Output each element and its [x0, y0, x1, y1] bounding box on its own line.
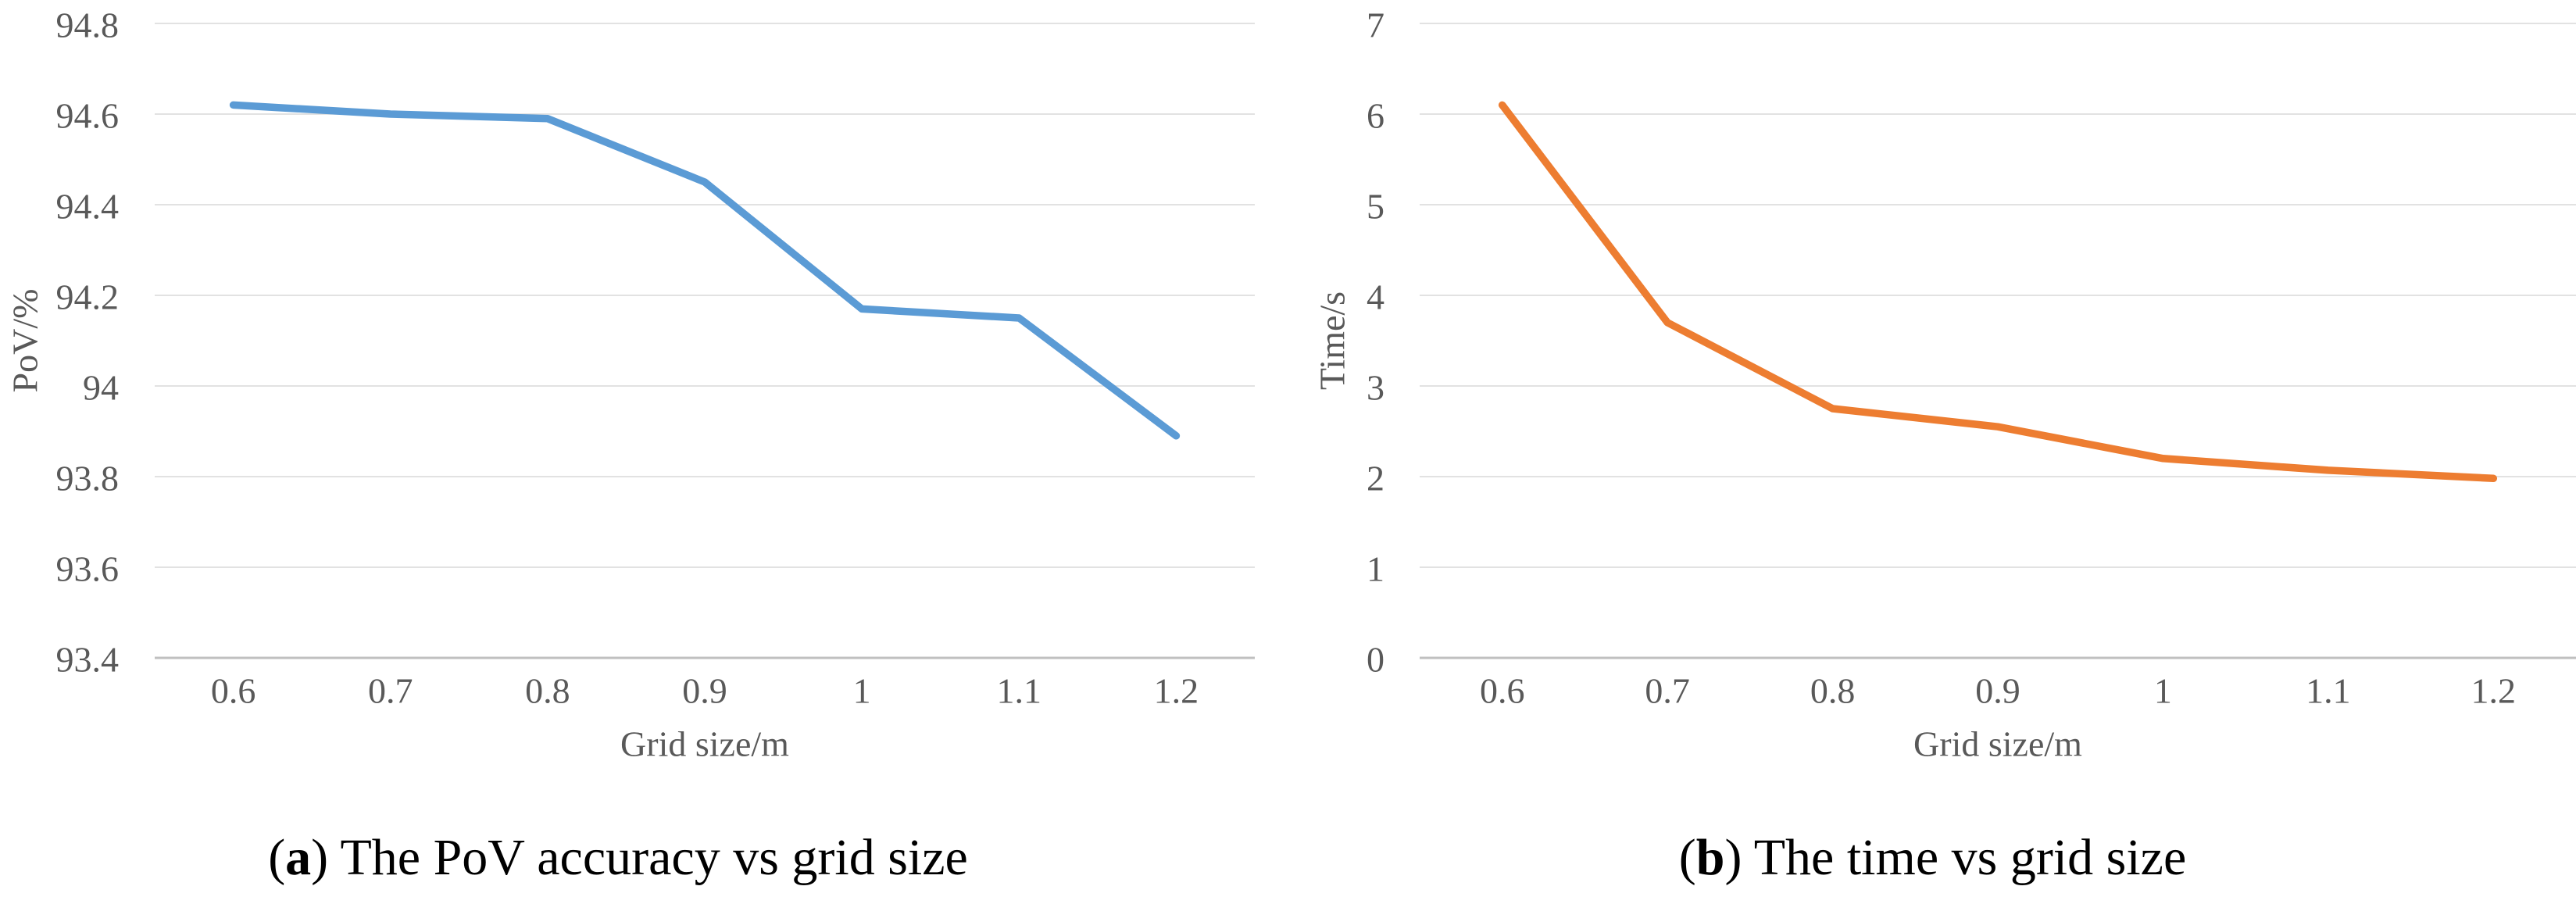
y-tick-label: 2	[1367, 458, 1384, 498]
x-tick-label: 1.1	[2306, 671, 2351, 711]
x-tick-label: 1.2	[1154, 671, 1199, 711]
y-tick-label: 5	[1367, 186, 1384, 226]
y-tick-label: 0	[1367, 639, 1384, 679]
x-tick-label: 1	[853, 671, 871, 711]
y-tick-label: 1	[1367, 548, 1384, 588]
y-tick-label: 94	[83, 367, 119, 407]
y-tick-label: 7	[1367, 5, 1384, 45]
y-axis-title: PoV/%	[5, 289, 45, 393]
x-tick-label: 0.7	[1645, 671, 1690, 711]
pov-chart: 94.8 94.6 94.4 94.2 94 93.8 93.6 93.4 0.6 0.7 0.8 0…	[5, 5, 1255, 764]
caption-b-text: The time vs grid size	[1742, 829, 2187, 886]
x-tick-label: 1.1	[997, 671, 1042, 711]
y-tick-label: 94.2	[56, 277, 120, 316]
caption-b: (b) The time vs grid size	[1289, 822, 2576, 894]
y-tick-label: 6	[1367, 95, 1384, 135]
caption-a-open-paren: (	[268, 829, 286, 886]
x-tick-label: 0.8	[525, 671, 570, 711]
pov-data-line	[229, 101, 1181, 440]
y-tick-label: 3	[1367, 367, 1384, 407]
y-tick-label: 93.8	[56, 458, 120, 498]
x-tick-label: 0.8	[1810, 671, 1856, 711]
x-axis-title: Grid size/m	[1913, 724, 2082, 764]
caption-b-index: b	[1695, 829, 1725, 886]
x-tick-label: 0.6	[1480, 671, 1525, 711]
y-tick-label: 94.4	[56, 186, 120, 226]
x-tick-label: 1.2	[2471, 671, 2517, 711]
y-tick-label: 93.4	[56, 639, 120, 679]
y-tick-label: 93.6	[56, 548, 120, 588]
caption-a-close-paren: )	[311, 829, 329, 886]
caption-a-index: a	[285, 829, 312, 886]
x-tick-label: 0.6	[211, 671, 256, 711]
caption-b-close-paren: )	[1724, 829, 1742, 886]
x-tick-label: 0.7	[368, 671, 413, 711]
caption-a: (a) The PoV accuracy vs grid size	[0, 822, 1236, 894]
time-data-line	[1498, 101, 2498, 483]
x-tick-label: 0.9	[1975, 671, 2020, 711]
x-axis-title: Grid size/m	[620, 724, 789, 764]
x-tick-label: 0.9	[682, 671, 727, 711]
caption-b-open-paren: (	[1678, 829, 1696, 886]
y-axis-title: Time/s	[1313, 291, 1352, 390]
caption-a-text: The PoV accuracy vs grid size	[328, 829, 968, 886]
y-tick-label: 4	[1367, 277, 1384, 316]
y-tick-label: 94.8	[56, 5, 120, 45]
y-tick-label: 94.6	[56, 95, 120, 135]
x-tick-label: 1	[2154, 671, 2172, 711]
time-chart: 7 6 5 4 3 2 1 0 0.6 0.7 0.8 0.9 1 1.1 1.2 Grid size/m Ti…	[1313, 5, 2576, 764]
